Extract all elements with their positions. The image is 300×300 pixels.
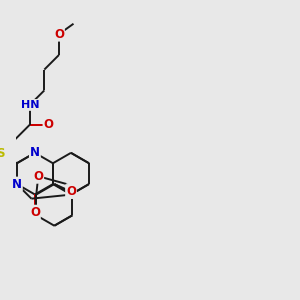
Text: HN: HN (20, 100, 39, 110)
Text: O: O (66, 185, 76, 198)
Text: N: N (30, 146, 40, 159)
Text: O: O (54, 28, 64, 41)
Text: O: O (30, 206, 40, 219)
Text: N: N (12, 178, 22, 190)
Text: O: O (33, 170, 43, 183)
Text: S: S (0, 147, 5, 161)
Text: O: O (44, 118, 53, 131)
